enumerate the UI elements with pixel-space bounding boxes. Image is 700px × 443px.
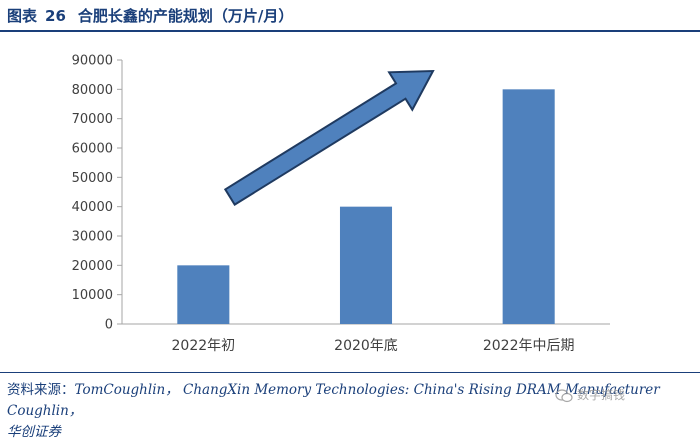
figure-title: 图表 26 合肥长鑫的产能规划（万片/月）	[7, 4, 293, 28]
figure-title-text: 合肥长鑫的产能规划（万片/月）	[77, 7, 294, 25]
source-rule	[0, 372, 700, 373]
bar	[502, 89, 555, 324]
bar-chart: 0 10000 20000 30000 40000 50000 60000 70000 8000…	[72, 54, 610, 354]
y-tick-label: 50000	[72, 171, 113, 186]
bar	[177, 265, 230, 324]
y-tick-label: 80000	[72, 83, 113, 98]
x-tick-label: 2020年底	[334, 338, 398, 354]
y-tick-label: 90000	[72, 54, 113, 69]
watermark-text: 数字搞钱	[577, 388, 626, 402]
y-tick-label: 70000	[72, 112, 113, 127]
y-tick-label: 40000	[72, 200, 113, 215]
source-note: 资料来源：TomCoughlin， ChangXin Memory Techno…	[7, 380, 697, 443]
source-label: 资料来源：	[7, 382, 75, 398]
bar	[339, 206, 393, 324]
y-tick-label: 0	[105, 318, 113, 333]
y-tick-label: 60000	[72, 142, 113, 157]
source-text: TomCoughlin， ChangXin Memory Technologie…	[7, 382, 660, 419]
y-tick-label: 30000	[72, 230, 113, 245]
x-tick-label: 2022年中后期	[483, 338, 575, 354]
figure-number: 26	[45, 7, 66, 25]
source-publisher: 华创证券	[7, 424, 61, 440]
watermark: 数字搞钱	[555, 384, 685, 406]
title-rule	[0, 30, 700, 32]
y-tick-label: 10000	[72, 288, 113, 303]
wechat-icon	[555, 388, 573, 402]
x-tick-label: 2022年初	[172, 337, 236, 354]
growth-arrow	[223, 69, 435, 206]
figure-label: 图表	[7, 7, 38, 25]
y-tick-label: 20000	[72, 259, 113, 274]
